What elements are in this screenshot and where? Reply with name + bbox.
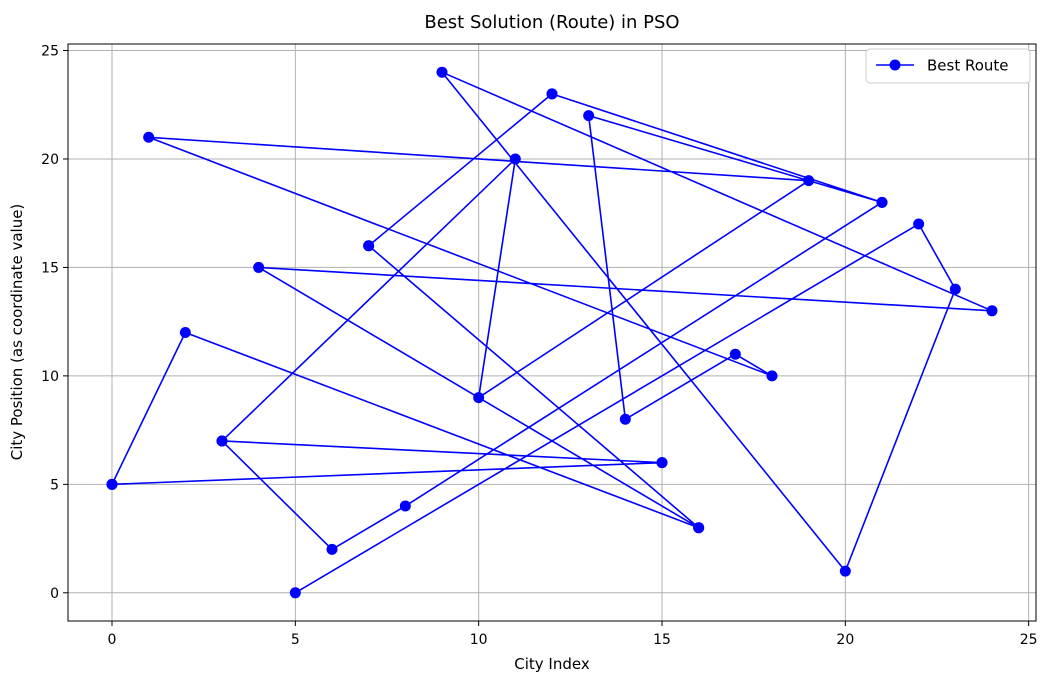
data-point bbox=[656, 457, 668, 469]
y-tick-label: 15 bbox=[41, 260, 59, 276]
y-axis-label: City Position (as coordinate value) bbox=[8, 204, 26, 461]
data-point bbox=[803, 175, 815, 187]
data-point bbox=[326, 543, 338, 555]
data-point bbox=[509, 153, 521, 165]
data-point bbox=[839, 565, 851, 577]
grid bbox=[68, 44, 1036, 621]
data-point bbox=[876, 196, 888, 208]
data-point bbox=[216, 435, 228, 447]
y-tick-label: 25 bbox=[41, 44, 59, 60]
data-point bbox=[766, 370, 778, 382]
y-tick-label: 10 bbox=[41, 369, 59, 385]
x-axis-ticks: 0 5 10 15 20 25 bbox=[108, 621, 1038, 648]
x-tick-label: 25 bbox=[1020, 632, 1038, 648]
x-tick-label: 20 bbox=[836, 632, 854, 648]
data-point bbox=[399, 500, 411, 512]
data-point bbox=[619, 413, 631, 425]
y-axis-ticks: 0 5 10 15 20 25 bbox=[41, 44, 68, 602]
data-point bbox=[949, 283, 961, 295]
y-tick-label: 5 bbox=[50, 477, 59, 493]
data-point bbox=[143, 131, 155, 143]
x-tick-label: 0 bbox=[108, 632, 117, 648]
x-tick-label: 5 bbox=[291, 632, 300, 648]
series-layer bbox=[106, 66, 998, 599]
x-axis-label: City Index bbox=[514, 655, 590, 673]
legend-box bbox=[865, 48, 1031, 84]
series-line bbox=[111, 71, 993, 594]
data-point bbox=[179, 327, 191, 338]
x-tick-label: 10 bbox=[470, 632, 488, 648]
data-point bbox=[583, 110, 595, 122]
data-point bbox=[546, 88, 558, 100]
x-tick-label: 15 bbox=[653, 632, 671, 648]
legend: Best Route bbox=[865, 48, 1031, 84]
data-point bbox=[986, 305, 998, 317]
legend-marker-sample bbox=[889, 59, 901, 71]
data-point bbox=[363, 240, 375, 252]
legend-label: Best Route bbox=[927, 57, 1009, 75]
data-point bbox=[436, 66, 448, 78]
plot-frame bbox=[67, 43, 1037, 622]
data-point bbox=[729, 348, 741, 360]
data-point bbox=[913, 218, 925, 230]
y-tick-label: 0 bbox=[50, 586, 59, 602]
data-point bbox=[253, 261, 265, 273]
y-tick-label: 20 bbox=[41, 152, 59, 168]
data-point bbox=[473, 392, 485, 404]
data-point bbox=[289, 587, 301, 599]
chart-title: Best Solution (Route) in PSO bbox=[424, 12, 679, 33]
data-point bbox=[106, 478, 118, 490]
data-point bbox=[693, 522, 705, 534]
